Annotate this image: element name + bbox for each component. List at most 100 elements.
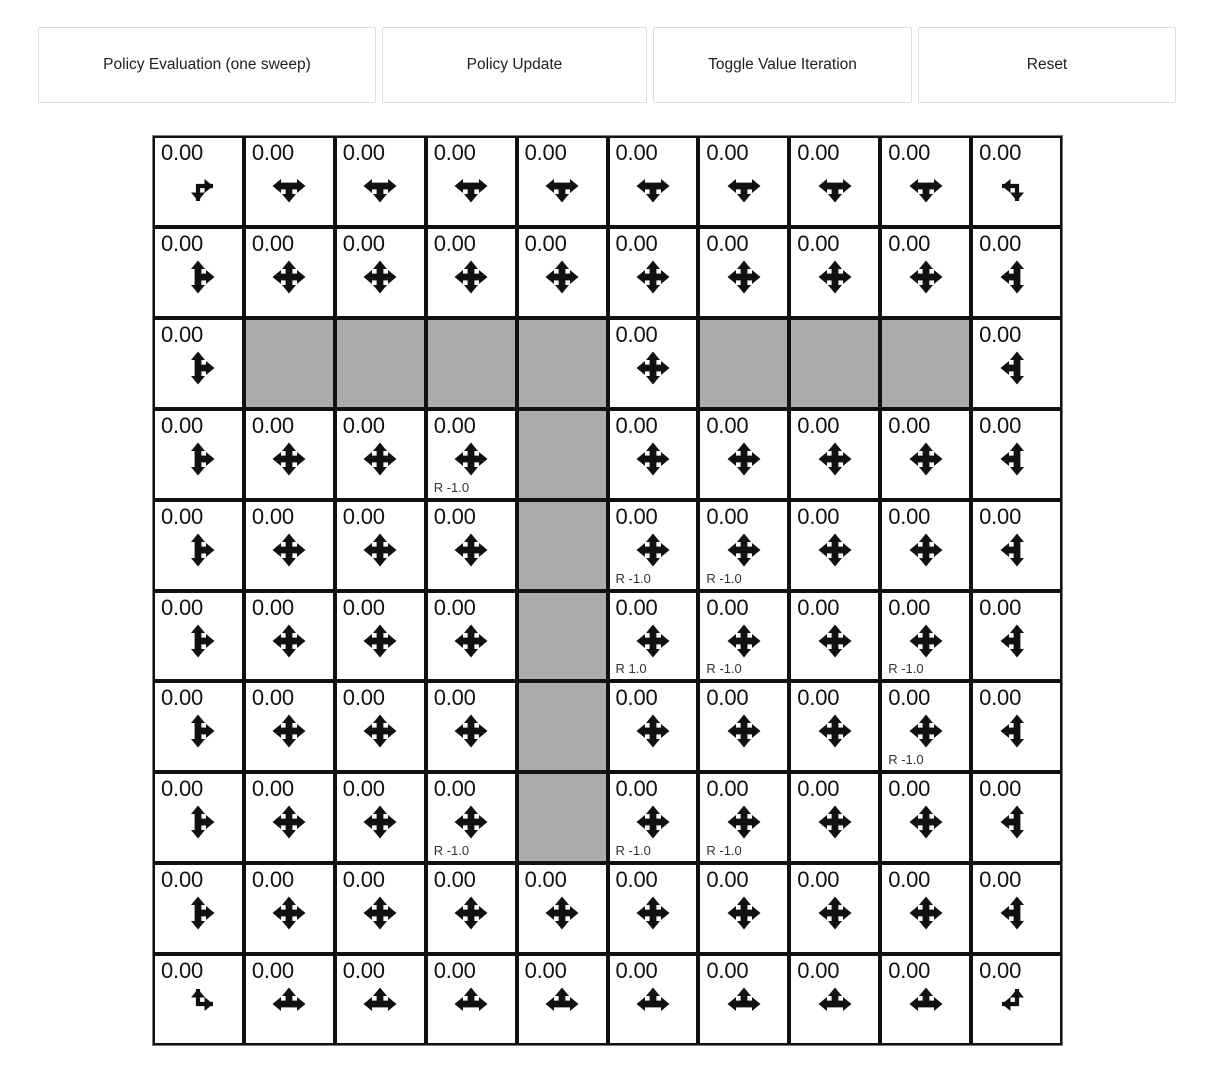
grid-cell[interactable]: 0.00 (789, 136, 881, 227)
grid-cell[interactable]: 0.00 R -1.0 (425, 408, 517, 500)
grid-cell[interactable]: 0.00 (425, 590, 517, 682)
policy-update-button[interactable]: Policy Update (382, 27, 647, 103)
grid-cell[interactable]: 0.00 R -1.0 (698, 772, 790, 864)
grid-cell[interactable]: 0.00 (789, 681, 881, 773)
grid-cell[interactable]: 0.00 (516, 863, 608, 955)
grid-cell[interactable]: 0.00 (607, 226, 699, 318)
grid-cell[interactable]: 0.00 (698, 681, 790, 773)
grid-cell[interactable]: 0.00 (243, 863, 335, 955)
grid-cell[interactable]: 0.00 (789, 772, 881, 864)
reset-button[interactable]: Reset (918, 27, 1176, 103)
grid-cell[interactable]: 0.00 (698, 954, 790, 1045)
grid-cell-wall[interactable] (516, 317, 608, 409)
grid-cell[interactable]: 0.00 (698, 408, 790, 500)
grid-cell[interactable]: 0.00 (243, 772, 335, 864)
grid-cell[interactable]: 0.00 (971, 863, 1062, 955)
grid-cell[interactable]: 0.00 (971, 317, 1062, 409)
grid-cell[interactable]: 0.00 (243, 590, 335, 682)
grid-cell[interactable]: 0.00 (425, 681, 517, 773)
grid-cell-wall[interactable] (243, 317, 335, 409)
grid-cell[interactable]: 0.00 (607, 681, 699, 773)
grid-cell[interactable]: 0.00 (880, 226, 972, 318)
grid-cell-wall[interactable] (516, 772, 608, 864)
grid-cell[interactable]: 0.00 (789, 226, 881, 318)
grid-cell-wall[interactable] (698, 317, 790, 409)
grid-cell[interactable]: 0.00 (516, 226, 608, 318)
policy-evaluation-button[interactable]: Policy Evaluation (one sweep) (38, 27, 376, 103)
grid-cell[interactable]: 0.00 (607, 408, 699, 500)
grid-cell[interactable]: 0.00 (880, 954, 972, 1045)
grid-cell[interactable]: 0.00 (516, 136, 608, 227)
grid-cell[interactable]: 0.00 (153, 590, 244, 682)
grid-cell[interactable]: 0.00 (425, 499, 517, 591)
grid-cell[interactable]: 0.00 (698, 136, 790, 227)
grid-cell[interactable]: 0.00 (243, 681, 335, 773)
grid-cell[interactable]: 0.00 (334, 954, 426, 1045)
grid-cell[interactable]: 0.00 R 1.0 (607, 590, 699, 682)
grid-cell[interactable]: 0.00 (698, 226, 790, 318)
grid-cell[interactable]: 0.00 (880, 499, 972, 591)
grid-cell[interactable]: 0.00 (971, 954, 1062, 1045)
grid-cell[interactable]: 0.00 (971, 499, 1062, 591)
grid-cell[interactable]: 0.00 (971, 681, 1062, 773)
grid-cell[interactable]: 0.00 (243, 226, 335, 318)
grid-cell[interactable]: 0.00 R -1.0 (880, 681, 972, 773)
grid-cell[interactable]: 0.00 (789, 863, 881, 955)
grid-cell[interactable]: 0.00 (789, 590, 881, 682)
grid-cell-wall[interactable] (516, 499, 608, 591)
grid-cell[interactable]: 0.00 (698, 863, 790, 955)
grid-cell[interactable]: 0.00 R -1.0 (607, 499, 699, 591)
grid-cell[interactable]: 0.00 (880, 863, 972, 955)
grid-cell[interactable]: 0.00 (243, 954, 335, 1045)
grid-cell[interactable]: 0.00 R -1.0 (880, 590, 972, 682)
grid-cell-wall[interactable] (516, 408, 608, 500)
grid-cell[interactable]: 0.00 R -1.0 (698, 499, 790, 591)
grid-cell[interactable]: 0.00 (153, 408, 244, 500)
grid-cell[interactable]: 0.00 (971, 590, 1062, 682)
grid-cell[interactable]: 0.00 (153, 136, 244, 227)
grid-cell[interactable]: 0.00 (880, 136, 972, 227)
grid-cell[interactable]: 0.00 (243, 408, 335, 500)
grid-cell[interactable]: 0.00 (516, 954, 608, 1045)
grid-cell[interactable]: 0.00 (425, 954, 517, 1045)
grid-cell[interactable]: 0.00 (334, 408, 426, 500)
grid-cell[interactable]: 0.00 (789, 499, 881, 591)
toggle-value-iteration-button[interactable]: Toggle Value Iteration (653, 27, 912, 103)
grid-cell[interactable]: 0.00 (153, 954, 244, 1045)
grid-cell[interactable]: 0.00 (243, 136, 335, 227)
grid-cell[interactable]: 0.00 (334, 499, 426, 591)
grid-cell[interactable]: 0.00 (153, 772, 244, 864)
grid-cell[interactable]: 0.00 (334, 863, 426, 955)
grid-cell[interactable]: 0.00 (334, 136, 426, 227)
grid-cell[interactable]: 0.00 (153, 499, 244, 591)
grid-cell[interactable]: 0.00 (880, 408, 972, 500)
grid-cell[interactable]: 0.00 (880, 772, 972, 864)
grid-cell[interactable]: 0.00 (425, 136, 517, 227)
grid-cell[interactable]: 0.00 (971, 226, 1062, 318)
grid-cell[interactable]: 0.00 (243, 499, 335, 591)
grid-cell-wall[interactable] (425, 317, 517, 409)
grid-cell[interactable]: 0.00 (607, 863, 699, 955)
grid-cell[interactable]: 0.00 (425, 226, 517, 318)
grid-cell[interactable]: 0.00 R -1.0 (607, 772, 699, 864)
grid-cell-wall[interactable] (516, 681, 608, 773)
grid-cell[interactable]: 0.00 (971, 408, 1062, 500)
grid-cell[interactable]: 0.00 (425, 863, 517, 955)
grid-cell[interactable]: 0.00 (971, 772, 1062, 864)
grid-cell[interactable]: 0.00 (334, 681, 426, 773)
grid-cell-wall[interactable] (880, 317, 972, 409)
grid-cell[interactable]: 0.00 (607, 954, 699, 1045)
grid-cell-wall[interactable] (789, 317, 881, 409)
grid-cell[interactable]: 0.00 (789, 954, 881, 1045)
grid-cell[interactable]: 0.00 (971, 136, 1062, 227)
grid-cell-wall[interactable] (334, 317, 426, 409)
grid-cell[interactable]: 0.00 (153, 226, 244, 318)
grid-cell[interactable]: 0.00 (334, 226, 426, 318)
grid-cell[interactable]: 0.00 (607, 317, 699, 409)
grid-cell[interactable]: 0.00 (153, 317, 244, 409)
grid-cell[interactable]: 0.00 R -1.0 (425, 772, 517, 864)
grid-cell[interactable]: 0.00 (334, 772, 426, 864)
grid-cell[interactable]: 0.00 (153, 863, 244, 955)
grid-cell[interactable]: 0.00 R -1.0 (698, 590, 790, 682)
grid-cell-wall[interactable] (516, 590, 608, 682)
